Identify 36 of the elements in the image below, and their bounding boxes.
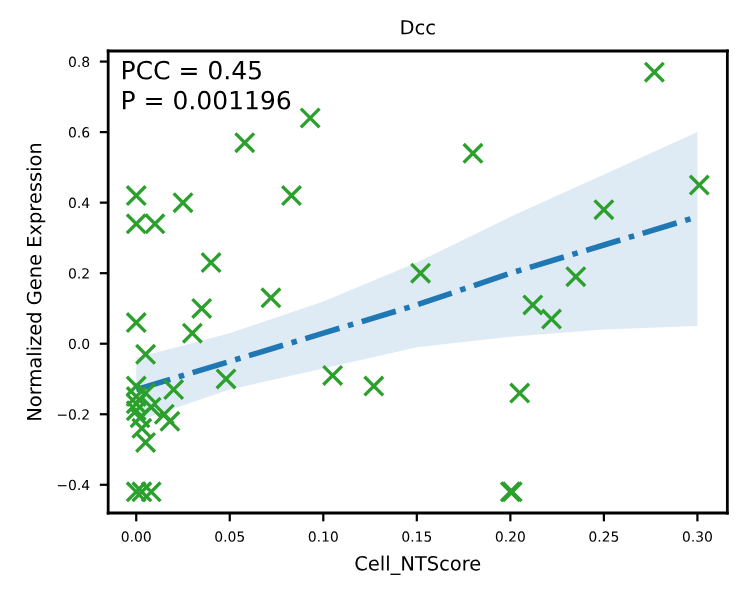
point xyxy=(134,343,157,366)
point xyxy=(181,322,204,345)
point xyxy=(564,265,587,288)
point xyxy=(508,382,531,405)
point xyxy=(134,431,157,454)
point xyxy=(125,311,148,334)
point xyxy=(362,375,385,398)
point xyxy=(162,378,185,401)
point xyxy=(190,297,213,320)
point xyxy=(280,184,303,207)
annotation: P = 0.001196 xyxy=(123,90,291,110)
point xyxy=(125,375,148,398)
point xyxy=(321,364,344,387)
point xyxy=(130,417,153,440)
point xyxy=(643,61,666,84)
point xyxy=(134,382,157,405)
x-axis-title: Cell_NTScore xyxy=(355,555,481,575)
point xyxy=(299,107,322,129)
point xyxy=(130,480,153,503)
point xyxy=(461,142,484,165)
point xyxy=(215,368,238,390)
point xyxy=(521,293,544,316)
y-axis-title: Normalized Gene Expression xyxy=(26,143,46,420)
point xyxy=(172,191,194,214)
point xyxy=(540,308,563,331)
annotation: PCC = 0.45 xyxy=(123,60,261,80)
point xyxy=(592,198,615,221)
point xyxy=(233,131,256,154)
point xyxy=(125,385,148,408)
point xyxy=(158,410,181,433)
chart-title: Dcc xyxy=(401,20,435,35)
point xyxy=(125,184,148,207)
point xyxy=(200,251,223,274)
point xyxy=(688,174,711,196)
point xyxy=(409,262,432,285)
point xyxy=(259,286,282,309)
